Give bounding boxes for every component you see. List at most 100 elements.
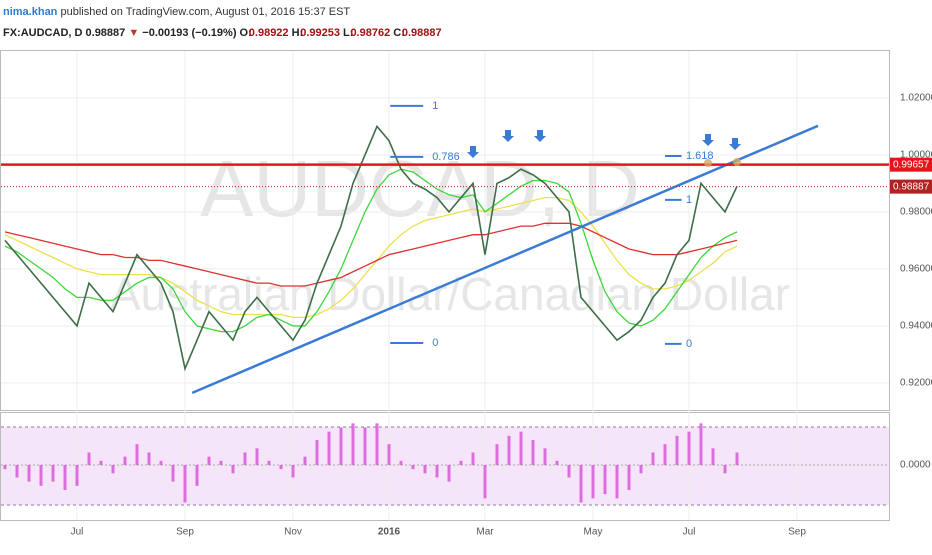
price-line [4,124,738,372]
osc-bar [207,456,211,465]
osc-bar [375,423,379,465]
arrow-marker [467,146,479,158]
last: 0.98887 [86,27,126,39]
osc-bar [519,431,523,465]
osc-bar [627,465,631,490]
osc-bar [459,460,463,465]
symbol: FX:AUDCAD, D [3,27,82,39]
osc-bar [567,465,571,478]
osc-bar [363,427,367,465]
osc-bar [135,444,139,465]
osc-bar [435,465,439,478]
y-tick-label: 1.00000 [900,150,932,161]
x-tick-label: Sep [788,527,806,538]
x-tick-label: Sep [176,527,194,538]
arrow-marker [534,130,546,142]
fib-label: 0 [432,337,438,349]
osc-bar [3,465,7,470]
watermark: Australian Dollar/Canadian Dollar [110,268,790,320]
osc-bar [111,465,115,474]
o-label: O: [240,27,252,39]
osc-bar [735,452,739,465]
price-label: 0.99657 [893,159,930,170]
fib-label: 1.618 [686,150,714,162]
osc-bar [471,452,475,465]
osc-bar [63,465,67,490]
osc-bar [651,452,655,465]
c: 0.98887 [402,27,442,39]
osc-bar [195,465,199,486]
osc-pane [0,412,890,521]
osc-bar [147,452,151,465]
fib-label: 0 [686,338,692,350]
osc-bar [303,456,307,465]
osc-bar [687,431,691,465]
osc-bar [267,460,271,465]
y-tick-label: 0.98000 [900,207,932,218]
trendline [191,124,819,395]
arrow-marker [729,138,741,150]
x-tick-label: Jul [683,527,696,538]
osc-bar [51,465,55,482]
osc-bar [507,435,511,465]
osc-bar [75,465,79,486]
osc-bar [447,465,451,482]
osc-bar [675,435,679,465]
price-pane [0,50,890,411]
osc-bar [531,440,535,465]
watermark: AUDCAD, D [200,144,640,233]
osc-bar [159,460,163,465]
osc-bar [279,465,283,470]
o: 0.98922 [249,27,289,39]
osc-bar [543,448,547,465]
osc-bar [579,465,583,503]
published: published on TradingView.com, August 01,… [60,6,350,18]
osc-tick-label: 0.0000 [900,460,931,471]
arrow-marker [702,134,714,146]
osc-bar [219,460,223,465]
osc-bar [711,448,715,465]
moving-average [4,168,738,333]
osc-bar [483,465,487,499]
arrow-marker [502,130,514,142]
touch-point [704,159,712,167]
price-label: 0.98887 [893,181,930,192]
osc-bar [255,448,259,465]
osc-bar [183,465,187,503]
osc-bar [39,465,43,486]
osc-bar [399,460,403,465]
fib-label: 1 [432,100,438,112]
osc-bar [699,423,703,465]
x-tick-label: May [584,527,603,538]
osc-bar [423,465,427,474]
osc-bar [351,423,355,465]
osc-bar [663,444,667,465]
osc-bar [495,444,499,465]
osc-bar [639,465,643,474]
x-tick-label: Jul [71,527,84,538]
h-label: H: [292,27,304,39]
osc-bar [243,452,247,465]
moving-average [4,222,738,287]
h: 0.99253 [300,27,340,39]
c-label: C: [393,27,405,39]
osc-bar [15,465,19,478]
osc-bar [411,465,415,470]
moving-average [4,196,738,319]
arrow: ▼ [128,27,139,39]
fib-label: 0.786 [432,151,460,163]
osc-bar [327,431,331,465]
header-line: nima.khan published on TradingView.com, … [3,6,350,18]
osc-bar [339,427,343,465]
osc-bar [291,465,295,478]
osc-bar [723,465,727,474]
arrows [467,130,741,158]
osc-bar [87,452,91,465]
osc-bar [387,444,391,465]
x-tick-label: Nov [284,527,302,538]
osc-bar [99,460,103,465]
l-label: L: [343,27,353,39]
